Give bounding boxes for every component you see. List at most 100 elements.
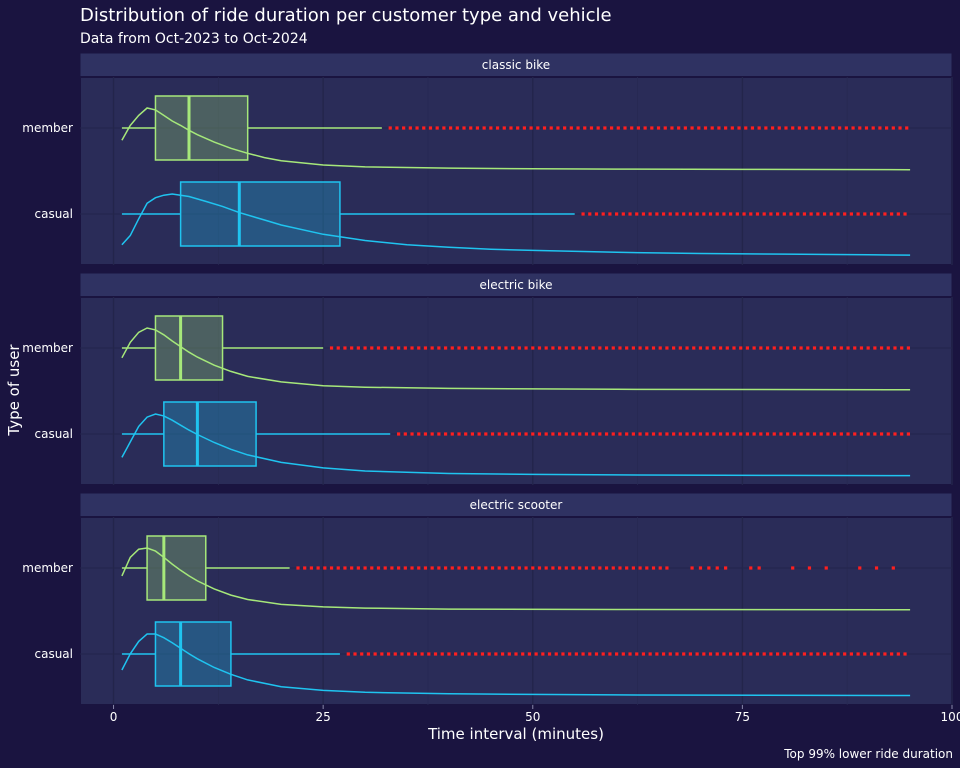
- outlier-point: [784, 126, 788, 130]
- outlier-point: [661, 212, 666, 216]
- outlier-point: [900, 346, 904, 350]
- outlier-point: [504, 566, 508, 570]
- outlier-point: [611, 566, 615, 570]
- outlier-point: [883, 212, 887, 216]
- outlier-point: [650, 126, 654, 130]
- outlier-point: [645, 346, 649, 350]
- outlier-point: [556, 126, 560, 130]
- outlier-point: [537, 432, 542, 436]
- outlier-point: [400, 652, 404, 656]
- outlier-point: [464, 346, 468, 350]
- outlier-point: [443, 566, 448, 570]
- outlier-point: [638, 432, 642, 436]
- outlier-point: [755, 212, 760, 216]
- outlier-point: [329, 566, 334, 570]
- outlier-point: [864, 126, 869, 130]
- outlier-point: [678, 346, 682, 350]
- outlier-point: [383, 346, 387, 350]
- plot-panel: [79, 76, 953, 266]
- outlier-point: [829, 212, 833, 216]
- outlier-point: [477, 346, 481, 350]
- y-tick-label: casual: [35, 207, 74, 221]
- outlier-point: [745, 432, 750, 436]
- outlier-point: [514, 652, 518, 656]
- box-iqr: [163, 401, 257, 467]
- outlier-point: [534, 652, 538, 656]
- outlier-point: [779, 432, 783, 436]
- outlier-point: [645, 566, 649, 570]
- outlier-point: [807, 566, 812, 570]
- outlier-point: [598, 432, 602, 436]
- outlier-point: [675, 212, 679, 216]
- outlier-point: [856, 652, 860, 656]
- outlier-point: [489, 126, 493, 130]
- outlier-point: [705, 432, 709, 436]
- outlier-point: [402, 126, 406, 130]
- outlier-point: [786, 346, 790, 350]
- outlier-point: [665, 566, 669, 570]
- outlier-point: [490, 566, 495, 570]
- outlier-point: [604, 432, 609, 436]
- outlier-point: [638, 566, 642, 570]
- outlier-point: [851, 126, 855, 130]
- outlier-point: [717, 126, 721, 130]
- outlier-point: [831, 126, 835, 130]
- outlier-point: [702, 652, 706, 656]
- outlier-point: [376, 566, 381, 570]
- outlier-point: [366, 652, 371, 656]
- outlier-point: [651, 346, 656, 350]
- outlier-point: [460, 652, 464, 656]
- outlier-point: [896, 212, 900, 216]
- outlier-point: [782, 652, 786, 656]
- outlier-point: [611, 432, 615, 436]
- outlier-point: [329, 346, 334, 350]
- outlier-point: [428, 126, 433, 130]
- facet-panel: electric scooter member casual: [22, 492, 953, 706]
- outlier-point: [702, 212, 706, 216]
- outlier-point: [688, 212, 692, 216]
- outlier-point: [876, 212, 880, 216]
- outlier-point: [474, 652, 478, 656]
- box-iqr: [154, 95, 249, 161]
- outlier-point: [608, 652, 612, 656]
- outlier-point: [648, 652, 652, 656]
- outlier-point: [584, 432, 589, 436]
- outlier-point: [536, 126, 540, 130]
- outlier-point: [879, 432, 884, 436]
- outlier-point: [762, 652, 766, 656]
- outlier-point: [558, 566, 562, 570]
- outlier-point: [443, 346, 448, 350]
- outlier-point: [631, 432, 635, 436]
- chart-caption: Top 99% lower ride duration: [783, 747, 953, 761]
- outlier-point: [440, 652, 444, 656]
- outlier-point: [812, 432, 817, 436]
- outlier-point: [893, 432, 897, 436]
- outlier-point: [792, 432, 796, 436]
- outlier-point: [420, 652, 424, 656]
- outlier-point: [417, 432, 421, 436]
- outlier-point: [651, 566, 656, 570]
- outlier-point: [524, 346, 528, 350]
- outlier-point: [705, 346, 709, 350]
- outlier-point: [849, 212, 853, 216]
- outlier-point: [836, 212, 840, 216]
- outlier-point: [604, 346, 609, 350]
- outlier-point: [517, 432, 521, 436]
- outlier-point: [878, 126, 882, 130]
- outlier-point: [822, 212, 827, 216]
- outlier-point: [594, 652, 599, 656]
- outlier-point: [752, 432, 756, 436]
- y-tick-label: member: [22, 121, 73, 135]
- outlier-point: [578, 432, 582, 436]
- outlier-point: [395, 126, 399, 130]
- outlier-point: [776, 212, 780, 216]
- x-tick-label: 25: [316, 710, 331, 724]
- outlier-point: [739, 432, 743, 436]
- outlier-point: [688, 652, 692, 656]
- outlier-point: [574, 652, 578, 656]
- outlier-point: [859, 432, 864, 436]
- outlier-point: [462, 126, 466, 130]
- outlier-point: [839, 346, 843, 350]
- outlier-point: [692, 346, 696, 350]
- outlier-point: [373, 652, 377, 656]
